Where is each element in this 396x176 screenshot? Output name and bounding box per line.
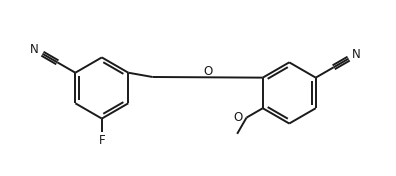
Text: O: O bbox=[203, 65, 212, 78]
Text: O: O bbox=[233, 111, 243, 124]
Text: N: N bbox=[352, 48, 361, 61]
Text: F: F bbox=[99, 134, 105, 147]
Text: N: N bbox=[30, 43, 39, 56]
